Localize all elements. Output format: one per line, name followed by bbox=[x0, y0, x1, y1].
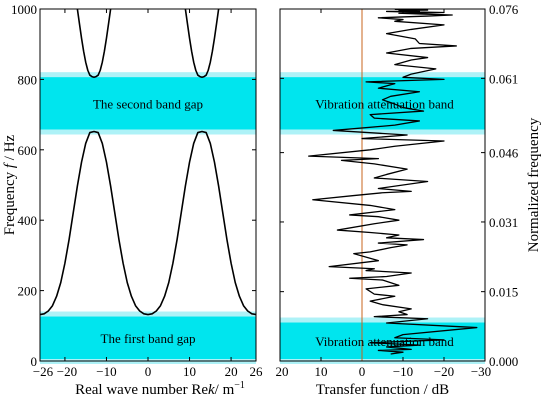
left-y-axis-title-part-2: f bbox=[2, 162, 18, 168]
right-x-tick-label-1: 10 bbox=[315, 364, 328, 379]
right-y-tick-label-4: 0.061 bbox=[489, 71, 518, 86]
band-gap-1 bbox=[40, 316, 256, 359]
left-y-axis-title-part-1: Frequency bbox=[2, 168, 18, 235]
dispersion-branch-2 bbox=[76, 8, 112, 79]
left-plot-frame bbox=[39, 8, 257, 362]
transfer-function-curve bbox=[308, 8, 478, 355]
left-band-layer bbox=[40, 72, 256, 364]
band-gap-label-1: The first band gap bbox=[101, 331, 196, 346]
left-x-axis-title-part-3: / m bbox=[215, 382, 235, 398]
right-y-tick-label-0: 0.000 bbox=[489, 354, 518, 369]
right-y-tick-label-3: 0.046 bbox=[489, 146, 519, 161]
right-x-axis-title: Transfer function / dB bbox=[316, 382, 449, 398]
left-axis-ticks bbox=[39, 8, 257, 362]
dispersion-branch-3 bbox=[184, 8, 220, 79]
left-x-axis-title-part-4: −1 bbox=[234, 380, 245, 391]
left-labels: The first band gap The second band gap −26… bbox=[2, 2, 263, 398]
left-x-tick-label-1: −20 bbox=[57, 364, 77, 379]
left-x-tick-label-3: 0 bbox=[145, 364, 152, 379]
right-panel: 20 10 0 −10 −20 −300.000 0.015 0.031 0.046 0.061 0… bbox=[276, 2, 543, 398]
right-labels: 20 10 0 −10 −20 −300.000 0.015 0.031 0.046 0.061 0… bbox=[276, 2, 543, 398]
left-panel: The first band gap The second band gap −26… bbox=[2, 2, 263, 398]
right-x-tick-label-0: 20 bbox=[276, 364, 289, 379]
right-x-tick-label-5: −30 bbox=[471, 364, 491, 379]
dispersion-curves bbox=[39, 8, 257, 316]
left-x-axis-title: Real wave number Rek/ m−1 bbox=[75, 380, 245, 398]
band-gap-label-2: The second band gap bbox=[93, 96, 203, 111]
band-gap-2 bbox=[40, 77, 256, 130]
left-x-tick-label-0: −26 bbox=[33, 364, 54, 379]
left-y-tick-label-1: 200 bbox=[18, 284, 38, 299]
right-y-tick-label-5: 0.076 bbox=[489, 2, 519, 17]
left-y-tick-label-4: 800 bbox=[18, 72, 38, 87]
transfer-function-line bbox=[308, 8, 478, 355]
right-band-layer bbox=[280, 72, 485, 364]
left-y-tick-label-2: 400 bbox=[18, 213, 38, 228]
right-y-tick-label-1: 0.015 bbox=[489, 285, 518, 300]
left-y-axis-title-part-3: / Hz bbox=[2, 134, 18, 164]
left-x-tick-label-2: −10 bbox=[96, 364, 116, 379]
attenuation-band-label-2: Vibration attenuation band bbox=[315, 96, 454, 111]
right-y-axis-title: Normalized frequency bbox=[526, 117, 542, 252]
left-x-tick-label-5: 20 bbox=[225, 364, 238, 379]
right-x-tick-label-4: −20 bbox=[434, 364, 454, 379]
right-x-tick-label-2: 0 bbox=[359, 364, 366, 379]
left-x-tick-label-4: 10 bbox=[183, 364, 196, 379]
attenuation-band-label-1: Vibration attenuation band bbox=[315, 334, 454, 349]
left-x-tick-label-6: 26 bbox=[250, 364, 264, 379]
left-y-axis-title: Frequency f / Hz bbox=[2, 134, 18, 235]
left-y-tick-label-3: 600 bbox=[18, 143, 38, 158]
left-x-axis-title-part-1: Real wave number Re bbox=[75, 382, 208, 398]
right-y-tick-label-2: 0.031 bbox=[489, 215, 518, 230]
dispersion-branch-1 bbox=[39, 130, 257, 316]
left-y-tick-label-5: 1000 bbox=[11, 2, 37, 17]
right-x-tick-label-3: −10 bbox=[393, 364, 413, 379]
right-axis-ticks bbox=[279, 8, 486, 362]
left-y-tick-label-0: 0 bbox=[31, 354, 38, 369]
attenuation-band-2 bbox=[280, 77, 485, 130]
attenuation-band-1 bbox=[280, 322, 485, 359]
right-plot-frame bbox=[279, 8, 486, 362]
left-x-axis-title-part-2: k bbox=[208, 382, 215, 398]
